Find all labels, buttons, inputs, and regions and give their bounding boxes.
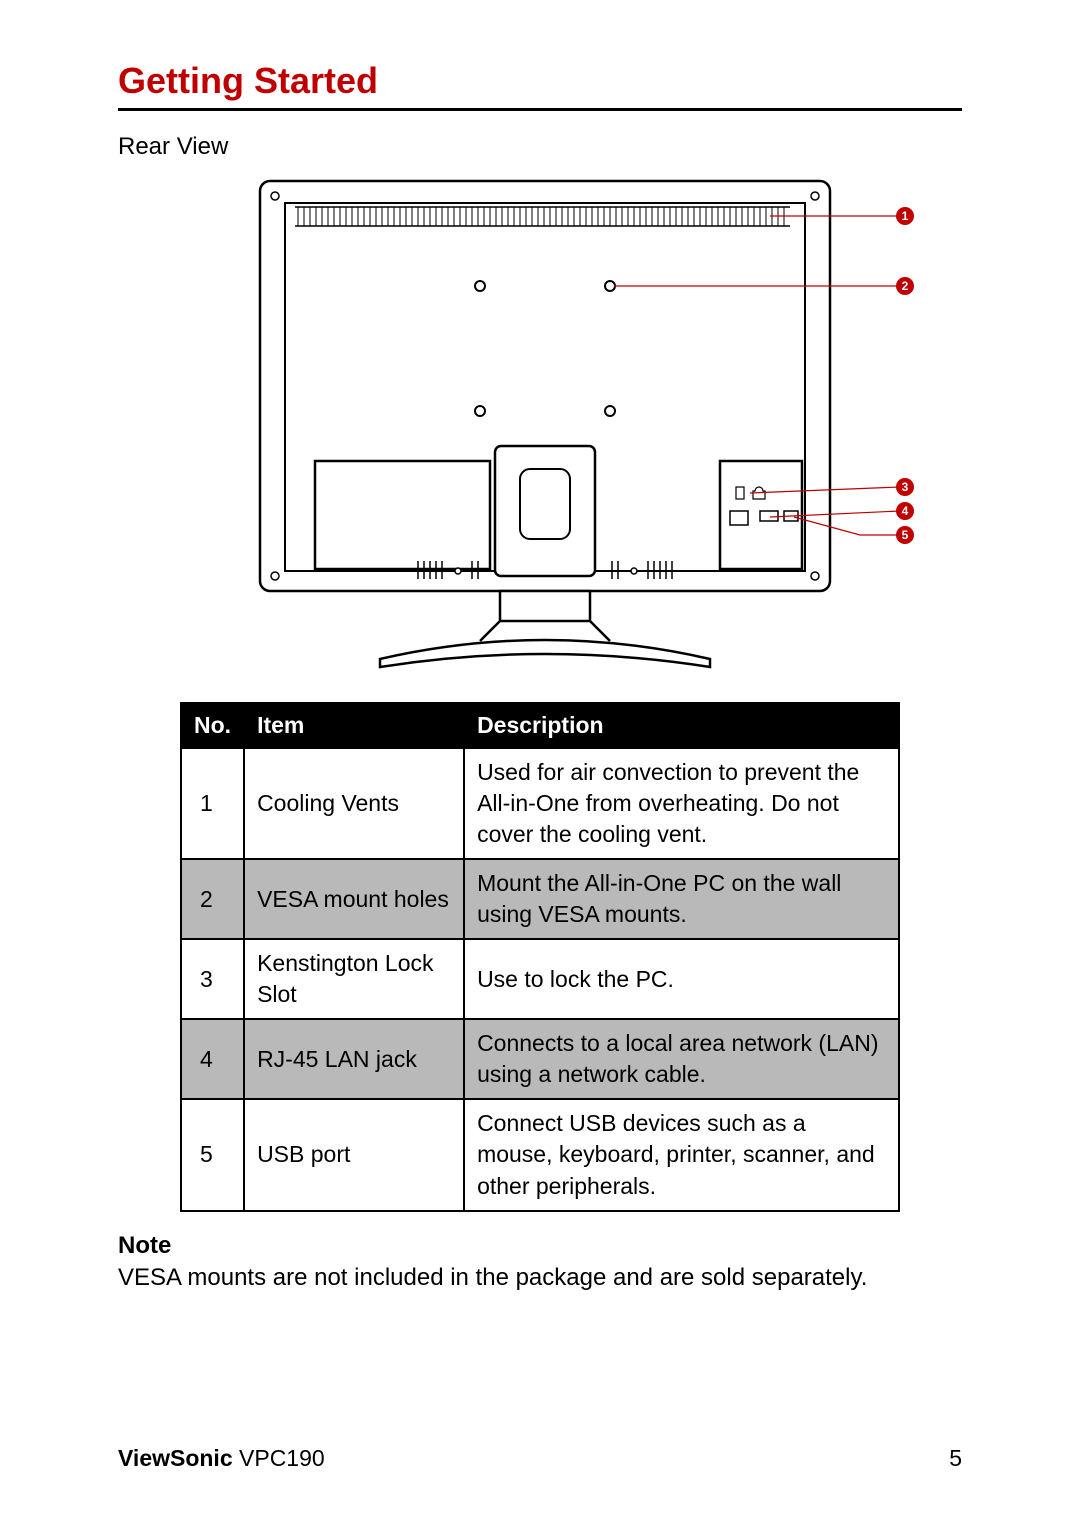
cell-desc: Used for air convection to prevent the A… — [464, 748, 899, 859]
cell-item: Cooling Vents — [244, 748, 464, 859]
callout-badge: 2 — [896, 277, 914, 295]
note-text: VESA mounts are not included in the pack… — [118, 1264, 962, 1292]
parts-table: No. Item Description 1Cooling VentsUsed … — [180, 702, 900, 1212]
cell-desc: Mount the All-in-One PC on the wall usin… — [464, 859, 899, 939]
rear-view-diagram: 1 2 3 4 5 — [118, 171, 962, 676]
table-row: 4RJ-45 LAN jackConnects to a local area … — [181, 1019, 899, 1099]
page-title: Getting Started — [118, 60, 962, 111]
subtitle: Rear View — [118, 133, 962, 161]
cell-no: 2 — [181, 859, 244, 939]
callout-badge: 5 — [896, 526, 914, 544]
table-row: 1Cooling VentsUsed for air convection to… — [181, 748, 899, 859]
cell-desc: Connect USB devices such as a mouse, key… — [464, 1099, 899, 1210]
col-header-desc: Description — [464, 703, 899, 748]
cell-no: 4 — [181, 1019, 244, 1099]
monitor-rear-svg — [180, 171, 900, 671]
cell-item: USB port — [244, 1099, 464, 1210]
cell-no: 3 — [181, 939, 244, 1019]
table-row: 3Kenstington Lock SlotUse to lock the PC… — [181, 939, 899, 1019]
cell-desc: Connects to a local area network (LAN) u… — [464, 1019, 899, 1099]
page-footer: ViewSonic VPC190 5 — [118, 1445, 962, 1472]
table-row: 2VESA mount holesMount the All-in-One PC… — [181, 859, 899, 939]
footer-brand: ViewSonic — [118, 1445, 233, 1471]
callout-badge: 4 — [896, 502, 914, 520]
footer-model: VPC190 — [239, 1445, 325, 1471]
cell-item: Kenstington Lock Slot — [244, 939, 464, 1019]
callout-badge: 1 — [896, 207, 914, 225]
cell-item: RJ-45 LAN jack — [244, 1019, 464, 1099]
cell-no: 5 — [181, 1099, 244, 1210]
cell-desc: Use to lock the PC. — [464, 939, 899, 1019]
footer-page-number: 5 — [949, 1445, 962, 1472]
cell-no: 1 — [181, 748, 244, 859]
note-label: Note — [118, 1232, 962, 1260]
table-row: 5USB portConnect USB devices such as a m… — [181, 1099, 899, 1210]
col-header-no: No. — [181, 703, 244, 748]
col-header-item: Item — [244, 703, 464, 748]
callout-badge: 3 — [896, 478, 914, 496]
cell-item: VESA mount holes — [244, 859, 464, 939]
